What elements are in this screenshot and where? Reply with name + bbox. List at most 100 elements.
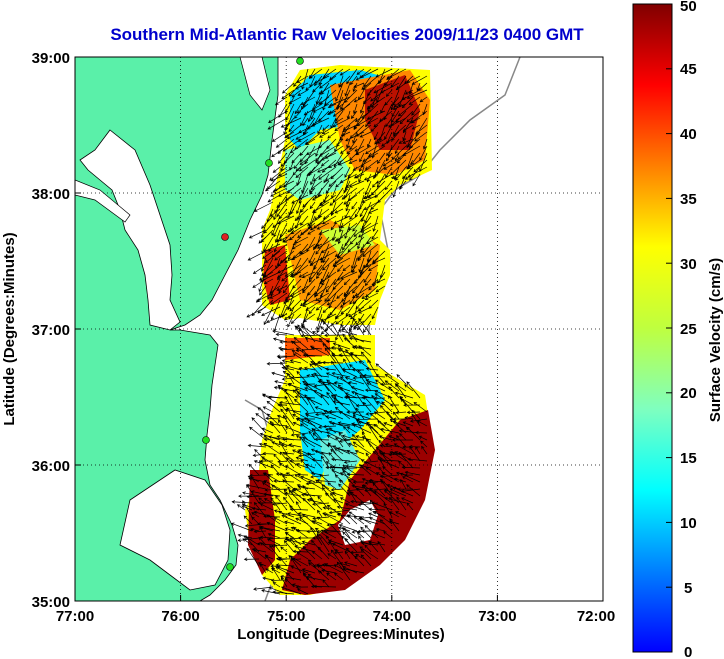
velocity-vector xyxy=(352,317,365,336)
velocity-vector xyxy=(295,501,302,511)
velocity-vector xyxy=(320,319,337,336)
velocity-vector xyxy=(289,359,302,364)
velocity-vector xyxy=(274,380,288,385)
velocity-vector xyxy=(246,547,260,567)
velocity-vector xyxy=(334,124,344,132)
velocity-vector xyxy=(246,306,267,318)
velocity-vector xyxy=(338,222,344,233)
velocity-vector xyxy=(390,89,400,111)
velocity-vector xyxy=(299,152,316,165)
velocity-vector xyxy=(251,475,260,490)
velocity-vector xyxy=(288,489,302,504)
velocity-vector xyxy=(346,488,365,493)
colorbar-tick-label: 0 xyxy=(684,644,692,659)
velocity-vector xyxy=(392,486,414,497)
velocity-vector xyxy=(266,514,281,525)
velocity-vector xyxy=(286,472,302,483)
velocity-vector xyxy=(356,285,365,299)
velocity-vector xyxy=(291,250,309,261)
velocity-vector xyxy=(379,474,400,479)
velocity-vector xyxy=(292,449,302,455)
velocity-vector xyxy=(273,517,288,525)
velocity-vector xyxy=(332,103,351,117)
velocity-vector xyxy=(312,103,330,113)
velocity-vector xyxy=(355,299,365,310)
colorbar-tick-label: 20 xyxy=(680,385,697,402)
velocity-vector xyxy=(385,117,393,128)
velocity-vector xyxy=(346,472,365,477)
velocity-vector xyxy=(278,236,288,242)
velocity-vector xyxy=(312,432,330,448)
velocity-vector xyxy=(277,459,288,464)
velocity-vector xyxy=(283,488,295,504)
velocity-vector xyxy=(330,488,344,492)
colorbar-tick-label: 25 xyxy=(680,321,697,338)
velocity-vector xyxy=(301,493,323,497)
velocity-vector xyxy=(359,103,365,114)
velocity-vector xyxy=(329,194,344,206)
velocity-vector xyxy=(343,460,358,464)
velocity-vector xyxy=(245,536,260,553)
velocity-vector xyxy=(286,407,295,420)
velocity-vector xyxy=(266,538,281,546)
velocity-vector xyxy=(294,208,309,221)
velocity-vector xyxy=(331,352,344,371)
velocity-vector xyxy=(327,131,337,139)
velocity-vector xyxy=(335,436,344,448)
y-axis-label: Latitude (Degrees:Minutes) xyxy=(1,232,18,425)
velocity-vector xyxy=(377,540,386,553)
velocity-vector xyxy=(325,173,337,182)
velocity-vector xyxy=(339,68,351,76)
velocity-vector xyxy=(345,131,365,142)
velocity-vector xyxy=(307,103,316,123)
velocity-vector xyxy=(261,306,281,317)
velocity-vector xyxy=(381,138,393,147)
velocity-vector xyxy=(338,75,351,88)
velocity-vector xyxy=(295,417,309,427)
velocity-vector xyxy=(404,173,414,180)
velocity-vector xyxy=(263,306,274,326)
velocity-vector xyxy=(353,345,372,350)
velocity-vector xyxy=(263,492,281,497)
velocity-vector xyxy=(292,353,309,364)
velocity-vector xyxy=(342,531,358,546)
velocity-vector xyxy=(300,475,316,483)
velocity-vector xyxy=(344,89,358,103)
velocity-vector xyxy=(360,526,372,539)
velocity-vector xyxy=(333,381,344,385)
velocity-vector xyxy=(346,68,358,85)
velocity-vector xyxy=(320,455,330,469)
velocity-vector xyxy=(338,344,351,364)
velocity-vector xyxy=(338,159,351,166)
velocity-vector xyxy=(320,152,337,161)
velocity-vector xyxy=(271,371,288,378)
velocity-vector xyxy=(273,509,295,518)
velocity-vector xyxy=(259,535,274,540)
velocity-vector xyxy=(407,131,421,148)
velocity-vector xyxy=(284,577,295,588)
velocity-vector xyxy=(276,285,288,291)
velocity-vector xyxy=(302,485,316,504)
velocity-vector xyxy=(354,110,372,122)
velocity-vector xyxy=(402,421,414,427)
velocity-vector xyxy=(301,568,316,574)
velocity-vector xyxy=(408,96,421,105)
velocity-vector xyxy=(334,208,344,214)
velocity-vector xyxy=(353,222,372,237)
velocity-vector xyxy=(272,581,281,588)
colorbar-label: Surface Velocity (cm/s) xyxy=(707,258,724,422)
velocity-vector xyxy=(384,496,407,504)
velocity-vector xyxy=(266,413,281,427)
velocity-vector xyxy=(372,215,379,232)
velocity-vector xyxy=(309,222,323,231)
velocity-vector xyxy=(267,194,281,203)
velocity-vector xyxy=(384,373,400,385)
velocity-vector xyxy=(359,131,372,138)
velocity-vector xyxy=(345,349,358,364)
velocity-vector xyxy=(314,372,323,385)
velocity-vector xyxy=(404,470,421,476)
velocity-vector xyxy=(397,145,414,160)
velocity-vector xyxy=(273,201,281,221)
velocity-vector xyxy=(366,236,379,244)
station-marker xyxy=(226,563,234,571)
